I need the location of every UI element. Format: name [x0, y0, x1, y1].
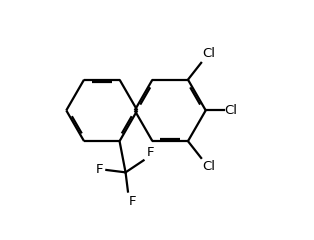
Text: F: F	[96, 163, 104, 176]
Text: Cl: Cl	[225, 104, 237, 117]
Text: Cl: Cl	[202, 160, 215, 173]
Text: F: F	[129, 195, 137, 208]
Text: F: F	[146, 146, 154, 159]
Text: Cl: Cl	[202, 48, 215, 60]
